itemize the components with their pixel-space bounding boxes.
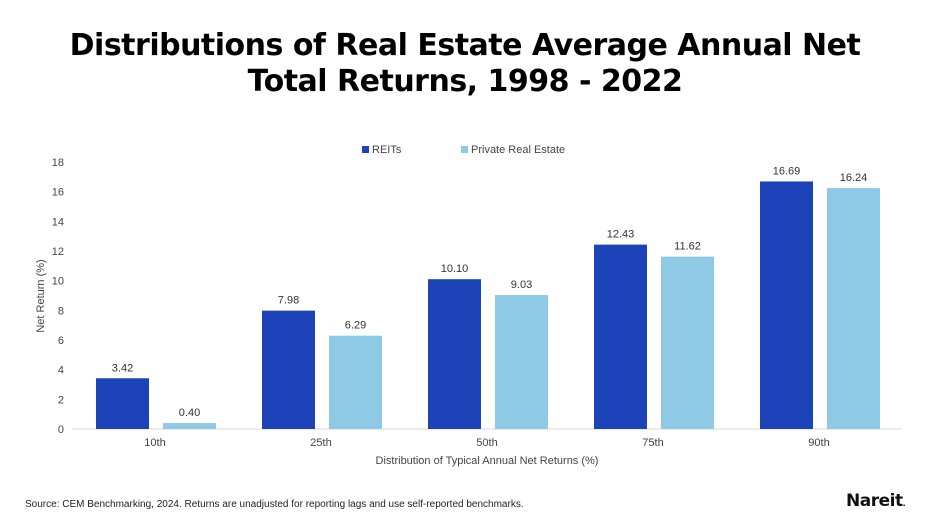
title-line-1: Distributions of Real Estate Average Ann… (69, 28, 861, 63)
bar-chart: 0 2 4 6 8 10 12 14 16 18 Net Return (%) 10th 3.42 0.4… (35, 144, 902, 467)
y-tick-label: 10 (52, 276, 64, 288)
nareit-logo: Nareit. (846, 491, 906, 511)
bar-private-real-estate (661, 256, 714, 429)
bar-reits (594, 244, 647, 429)
y-tick-label: 2 (58, 394, 64, 406)
x-tick-label: 50th (476, 437, 497, 449)
legend-label: Private Real Estate (471, 144, 565, 156)
data-label: 16.24 (840, 172, 868, 184)
y-tick-label: 8 (58, 305, 64, 317)
data-label: 0.40 (179, 407, 200, 419)
y-tick-label: 4 (58, 365, 64, 377)
x-tick-label: 10th (144, 437, 165, 449)
source-note: Source: CEM Benchmarking, 2024. Returns … (25, 499, 524, 510)
data-label: 16.69 (773, 165, 801, 177)
bar-private-real-estate (329, 335, 382, 429)
title-line-2: Total Returns, 1998 - 2022 (247, 64, 683, 99)
y-tick-label: 0 (58, 424, 64, 436)
data-label: 9.03 (511, 279, 532, 291)
y-tick-label: 16 (52, 187, 64, 199)
bar-private-real-estate (495, 295, 548, 429)
chart-title: Distributions of Real Estate Average Ann… (0, 28, 930, 100)
x-axis-label: Distribution of Typical Annual Net Retur… (376, 455, 599, 467)
y-axis-label: Net Return (%) (35, 259, 47, 332)
bar-reits (760, 181, 813, 429)
data-label: 7.98 (278, 295, 299, 307)
bar-reits (428, 279, 481, 429)
data-label: 12.43 (607, 229, 635, 241)
legend-swatch (461, 146, 468, 153)
legend-label: REITs (372, 144, 402, 156)
y-tick-label: 14 (52, 216, 64, 228)
bar-reits (262, 310, 315, 429)
x-tick-label: 75th (642, 437, 663, 449)
bar-reits (96, 378, 149, 429)
y-tick-label: 6 (58, 335, 64, 347)
data-label: 11.62 (674, 241, 701, 253)
x-tick-label: 25th (310, 437, 331, 449)
x-tick-label: 90th (808, 437, 829, 449)
y-tick-label: 18 (52, 157, 64, 169)
data-label: 10.10 (441, 263, 469, 275)
bar-private-real-estate (163, 423, 216, 429)
legend-swatch (362, 146, 369, 153)
bar-private-real-estate (827, 188, 880, 429)
data-label: 3.42 (112, 362, 133, 374)
y-tick-label: 12 (52, 246, 64, 258)
data-label: 6.29 (345, 320, 366, 332)
